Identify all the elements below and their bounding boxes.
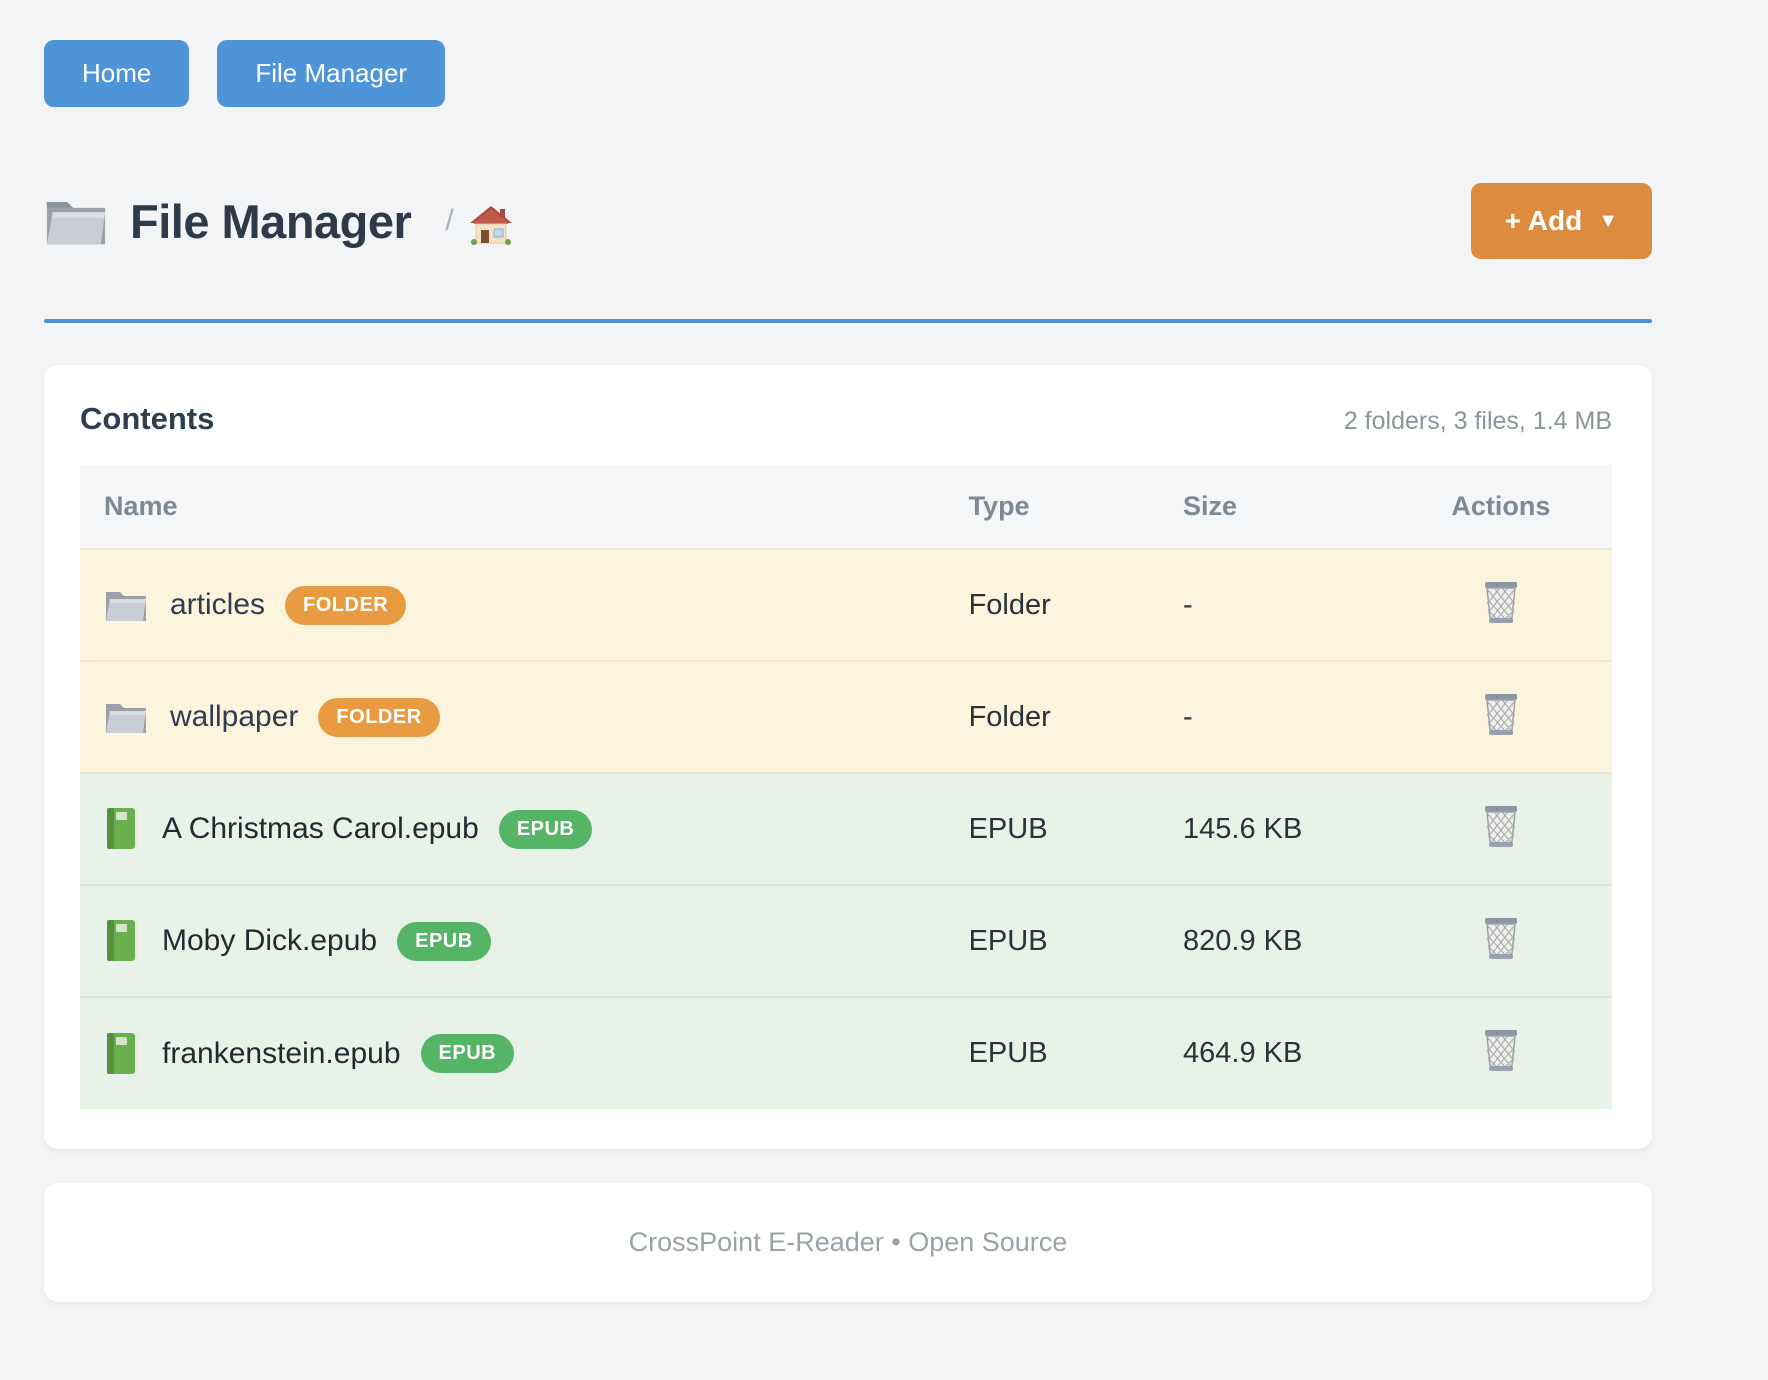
table-row-articles[interactable]: articles FOLDER Folder - [80,549,1612,661]
title-group: File Manager / [44,194,512,249]
column-header-type: Type [968,491,1030,521]
trash-icon [1484,1030,1517,1071]
footer: CrossPoint E-Reader • Open Source [44,1183,1652,1302]
table-row-wallpaper[interactable]: wallpaper FOLDER Folder - [80,661,1612,773]
breadcrumb: / [445,197,512,245]
title-row: File Manager / + A [44,183,1652,259]
page-container: Home File Manager File Manager / [44,0,1652,1302]
trash-icon [1484,805,1517,847]
type-badge: FOLDER [285,585,407,625]
size-cell: - [1183,588,1193,621]
files-table: Name Type Size Actions [80,465,1612,1109]
type-badge: EPUB [420,1034,515,1073]
contents-summary: 2 folders, 3 files, 1.4 MB [1343,407,1612,435]
table-row-moby-dick[interactable]: Moby Dick.epub EPUB EPUB 820.9 KB [80,885,1612,997]
nav-button-home[interactable]: Home [44,40,190,107]
nav-button-file-manager[interactable]: File Manager [217,40,446,107]
file-name[interactable]: A Christmas Carol.epub [162,812,479,845]
column-header-size: Size [1183,491,1238,521]
type-badge: FOLDER [318,697,440,737]
contents-card-header: Contents 2 folders, 3 files, 1.4 MB [80,401,1612,437]
table-row-christmas-carol[interactable]: A Christmas Carol.epub EPUB EPUB 145.6 K… [80,773,1612,885]
folder-icon [104,585,148,625]
trash-icon [1484,917,1517,959]
folder-icon [104,697,148,737]
column-header-name: Name [104,491,178,521]
delete-button[interactable] [1482,804,1520,850]
table-row-frankenstein[interactable]: frankenstein.epub EPUB EPUB 464.9 KB [80,997,1612,1109]
file-name[interactable]: wallpaper [170,700,299,733]
size-cell: 464.9 KB [1183,1037,1303,1069]
green-book-icon [104,1032,140,1076]
delete-button[interactable] [1482,580,1520,626]
delete-button[interactable] [1482,1028,1520,1074]
add-button-label: + Add [1504,205,1583,236]
add-button[interactable]: + Add ▼ [1470,183,1652,259]
house-icon[interactable] [469,205,512,245]
trash-icon [1484,693,1517,735]
type-cell: EPUB [968,924,1048,957]
green-book-icon [104,807,140,851]
footer-text: CrossPoint E-Reader • Open Source [628,1227,1068,1257]
delete-button[interactable] [1482,692,1520,738]
name-cell: Moby Dick.epub EPUB [104,919,969,963]
size-cell: 820.9 KB [1183,924,1303,957]
type-badge: EPUB [498,809,593,849]
green-book-icon [104,919,140,963]
delete-button[interactable] [1482,916,1520,962]
contents-title: Contents [80,401,215,436]
file-name[interactable]: articles [170,588,266,621]
column-header-actions: Actions [1451,491,1551,521]
contents-card: Contents 2 folders, 3 files, 1.4 MB Name… [44,365,1652,1149]
trash-icon [1484,581,1517,623]
folder-icon [44,194,108,248]
breadcrumb-separator: / [445,204,454,237]
top-nav: Home File Manager [44,40,1652,107]
size-cell: - [1183,700,1193,733]
type-cell: Folder [968,588,1051,621]
type-cell: EPUB [968,1037,1048,1069]
name-cell: wallpaper FOLDER [104,697,969,737]
size-cell: 145.6 KB [1183,812,1303,845]
name-cell: articles FOLDER [104,585,969,625]
name-cell: A Christmas Carol.epub EPUB [104,807,969,851]
file-name[interactable]: Moby Dick.epub [162,924,378,957]
name-cell: frankenstein.epub EPUB [104,1032,969,1076]
caret-down-icon: ▼ [1598,210,1618,232]
page-title: File Manager [130,194,412,248]
table-header-row: Name Type Size Actions [80,465,1612,549]
type-cell: Folder [968,700,1051,733]
file-name[interactable]: frankenstein.epub [162,1036,401,1070]
header-divider [44,319,1652,323]
type-cell: EPUB [968,812,1048,845]
type-badge: EPUB [397,921,491,961]
